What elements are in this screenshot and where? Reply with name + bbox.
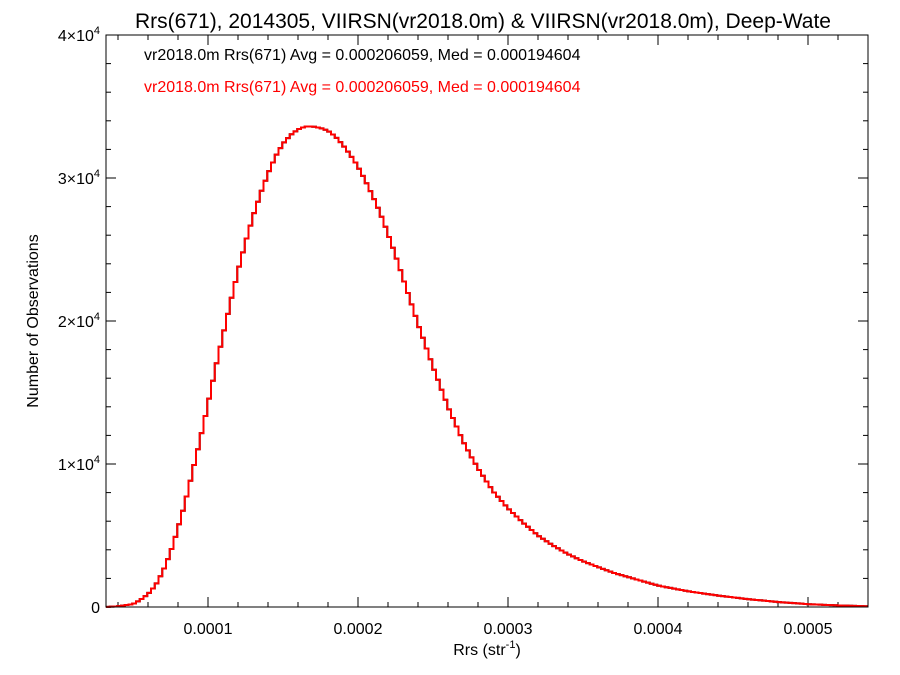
x-axis-label-suffix: ) — [515, 642, 520, 659]
series-layer — [106, 125, 869, 608]
plot-frame — [105, 34, 869, 608]
x-tick-label: 0.0001 — [184, 621, 233, 638]
y-tick-label: 3×104 — [58, 168, 100, 188]
x-axis-ticks: 0.0001 0.0002 0.0003 0.0004 0.0005 — [117, 35, 869, 638]
x-tick-label: 0.0005 — [784, 621, 833, 638]
series-line-red — [106, 125, 869, 608]
x-tick-label: 0.0004 — [634, 621, 683, 638]
y-axis-label: Number of Observations — [25, 234, 42, 407]
x-tick-label: 0.0002 — [334, 621, 383, 638]
y-tick-label: 2×104 — [58, 311, 100, 331]
y-tick-label: 1×104 — [58, 454, 100, 474]
x-axis-label: Rrs (str-1) — [453, 639, 521, 659]
x-axis-label-text: Rrs (str — [453, 642, 506, 659]
x-tick-label: 0.0003 — [484, 621, 533, 638]
y-tick-label: 0 — [91, 600, 100, 617]
y-axis-ticks: 0 1×104 2×104 3×104 4×104 — [58, 25, 868, 617]
legend-entry-1: vr2018.0m Rrs(671) Avg = 0.000206059, Me… — [144, 47, 581, 64]
x-axis-label-sup: -1 — [506, 639, 516, 651]
chart-title: Rrs(671), 2014305, VIIRSN(vr2018.0m) & V… — [135, 10, 831, 33]
legend-entry-2: vr2018.0m Rrs(671) Avg = 0.000206059, Me… — [144, 79, 581, 96]
y-tick-label: 4×104 — [58, 25, 100, 45]
